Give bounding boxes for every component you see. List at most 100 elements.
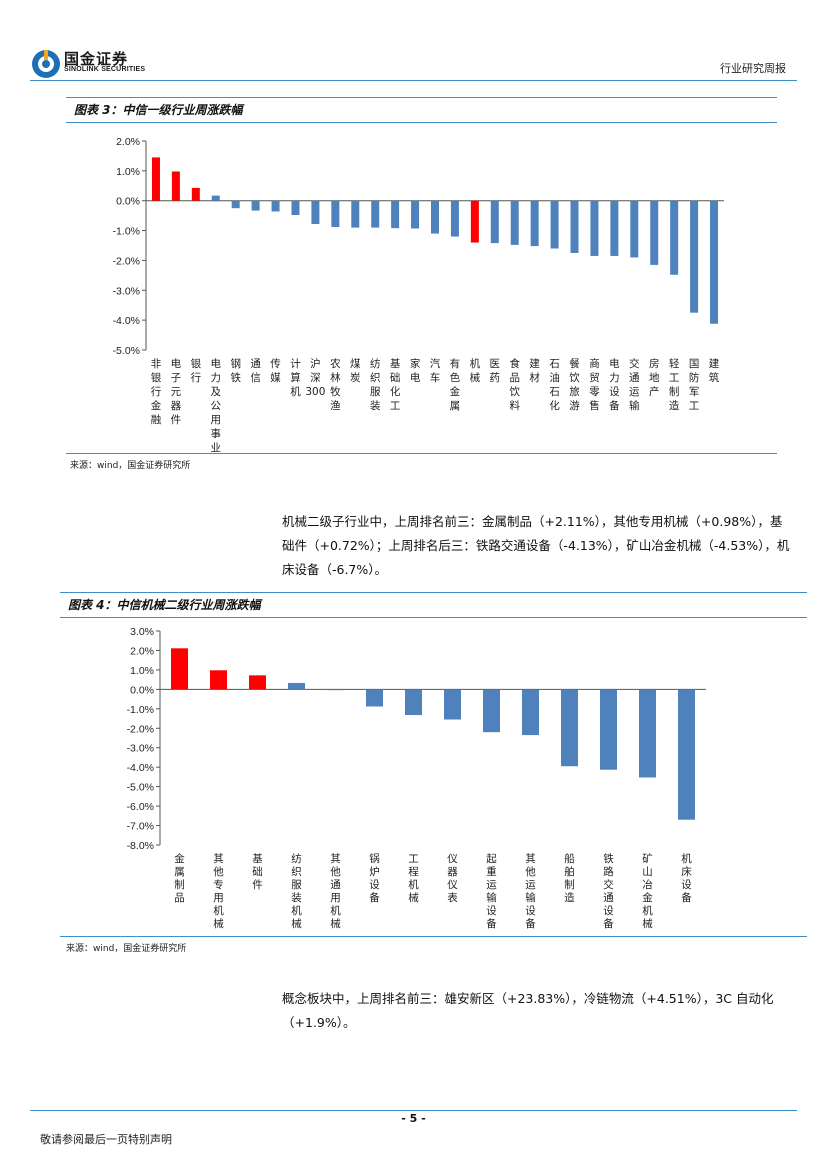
category-label: 起重运输设备: [486, 853, 497, 930]
bar-钢铁: [231, 200, 240, 209]
page-number: - 5 -: [401, 1112, 426, 1125]
category-label: 仪器仪表: [447, 853, 458, 904]
logo-cn: 国金证券: [64, 50, 129, 68]
category-label: 电力及公用事业: [211, 357, 222, 454]
bar-交通运输: [630, 200, 639, 258]
bar-食品饮料: [510, 200, 519, 245]
category-label: 基础化工: [390, 357, 401, 412]
category-label: 通信: [250, 358, 261, 384]
bar-有色金属: [450, 200, 459, 237]
category-label: 机床设备: [681, 852, 692, 904]
bar-汽车: [431, 200, 439, 234]
category-label: 煤炭: [350, 357, 361, 384]
y-tick-label: 0.0%: [116, 196, 140, 208]
category-label: 铁路交通设备: [603, 852, 614, 930]
category-label: 家电: [410, 357, 421, 384]
chart1-source-divider: [66, 453, 777, 454]
category-label: 纺织服装机械: [291, 852, 302, 930]
bar-其他通用机械: [327, 689, 344, 691]
chart2-title: 图表 4：中信机械二级行业周涨跌幅: [68, 598, 261, 612]
category-label: 银行: [191, 357, 202, 384]
page-header: 国金证券 SINOLINK SECURITIES 行业研究周报: [30, 44, 800, 84]
bar-商贸零售: [590, 200, 599, 256]
bar-计算机: [291, 200, 300, 216]
report-type: 行业研究周报: [720, 62, 786, 75]
category-label: 轻工制造: [669, 357, 680, 412]
bar-轻工制造: [670, 200, 679, 275]
chart1-source: 来源：wind，国金证券研究所: [70, 461, 191, 471]
category-label: 锅炉设备: [369, 853, 380, 904]
bar-餐饮旅游: [570, 200, 579, 253]
category-label: 矿山冶金机械: [642, 852, 653, 930]
category-label: 电子元器件: [171, 357, 182, 426]
company-logo: 国金证券 SINOLINK SECURITIES: [30, 44, 210, 80]
bar-纺织服装机械: [288, 682, 305, 690]
category-label: 计算机: [290, 357, 301, 398]
category-label: 其他通用机械: [330, 853, 341, 930]
y-tick-label: -3.0%: [127, 743, 154, 755]
category-label: 国防军工: [689, 358, 700, 412]
paragraph-machinery-sub: 机械二级子行业中，上周排名前三：金属制品（+2.11%），其他专用机械（+0.9…: [282, 514, 790, 577]
category-label: 船舶制造: [564, 852, 575, 904]
category-label: 石油石化: [549, 358, 560, 412]
y-tick-label: -6.0%: [127, 801, 154, 813]
bar-非银行金融: [151, 157, 160, 201]
y-tick-label: -2.0%: [127, 723, 154, 735]
bar-锅炉设备: [366, 689, 383, 707]
bar-家电: [411, 200, 420, 229]
bar-金属制品: [171, 648, 188, 690]
category-label: 工程机械: [408, 853, 419, 904]
bar-房地产: [650, 200, 659, 265]
y-tick-label: 0.0%: [130, 684, 154, 696]
category-label: 食品饮料: [509, 357, 520, 412]
bar-矿山冶金机械: [639, 689, 656, 778]
category-label: 沪深 300: [305, 357, 325, 398]
chart2-source: 来源：wind，国金证券研究所: [66, 944, 187, 954]
category-label: 非银行金融: [151, 358, 162, 426]
bar-银行: [191, 187, 200, 201]
category-label: 房地产: [649, 357, 660, 398]
category-label: 商贸零售: [589, 357, 600, 412]
y-tick-label: -7.0%: [127, 821, 154, 833]
category-label: 餐饮旅游: [569, 357, 580, 412]
bar-建材: [530, 200, 539, 247]
y-tick-label: 3.0%: [130, 626, 154, 638]
bar-农林牧渔: [331, 200, 340, 227]
category-label: 钢铁: [230, 357, 241, 384]
category-label: 汽车: [430, 357, 441, 384]
category-label: 机械: [470, 357, 481, 384]
header-divider: [30, 80, 797, 81]
y-tick-label: 1.0%: [130, 665, 154, 677]
bar-煤炭: [351, 200, 360, 228]
y-tick-label: -8.0%: [127, 840, 154, 852]
footer-disclaimer: 敬请参阅最后一页特别声明: [40, 1133, 172, 1146]
category-label: 纺织服装: [370, 357, 381, 412]
chart1-svg: 2.0% 1.0% 0.0% -1.0% -2.0% -3.0% -4.0% -5.0% 非银行…: [113, 136, 724, 454]
category-label: 建筑: [709, 357, 720, 384]
category-label: 其他运输设备: [525, 853, 536, 930]
category-label: 农林牧渔: [330, 357, 341, 412]
category-label: 金属制品: [174, 852, 185, 904]
bar-机械: [470, 200, 479, 243]
bar-国防军工: [690, 200, 699, 313]
chart2-svg: 3.0% 2.0% 1.0% 0.0% -1.0% -2.0% -3.0% -4.0% -5.0…: [127, 626, 706, 930]
chart2-title-bar: 图表 4：中信机械二级行业周涨跌幅: [60, 592, 807, 618]
bar-电力及公用事业: [211, 195, 220, 201]
bar-船舶制造: [561, 689, 578, 767]
logo-icon: [32, 50, 60, 78]
bar-机床设备: [678, 689, 695, 820]
y-tick-label: 2.0%: [130, 645, 154, 657]
bar-仪器仪表: [444, 689, 461, 720]
bar-电力设备: [610, 200, 619, 256]
bar-通信: [251, 200, 260, 211]
chart1-title-bar: 图表 3：中信一级行业周涨跌幅: [66, 97, 777, 123]
y-tick-label: 1.0%: [116, 166, 140, 178]
category-label: 医药: [490, 358, 501, 384]
bar-其他运输设备: [522, 689, 539, 736]
y-tick-label: -1.0%: [127, 704, 154, 716]
y-tick-label: -4.0%: [113, 315, 140, 327]
bar-传媒: [271, 200, 280, 212]
bar-起重运输设备: [483, 689, 500, 733]
logo-en: SINOLINK SECURITIES: [64, 66, 146, 73]
category-label: 基础件: [252, 852, 263, 891]
